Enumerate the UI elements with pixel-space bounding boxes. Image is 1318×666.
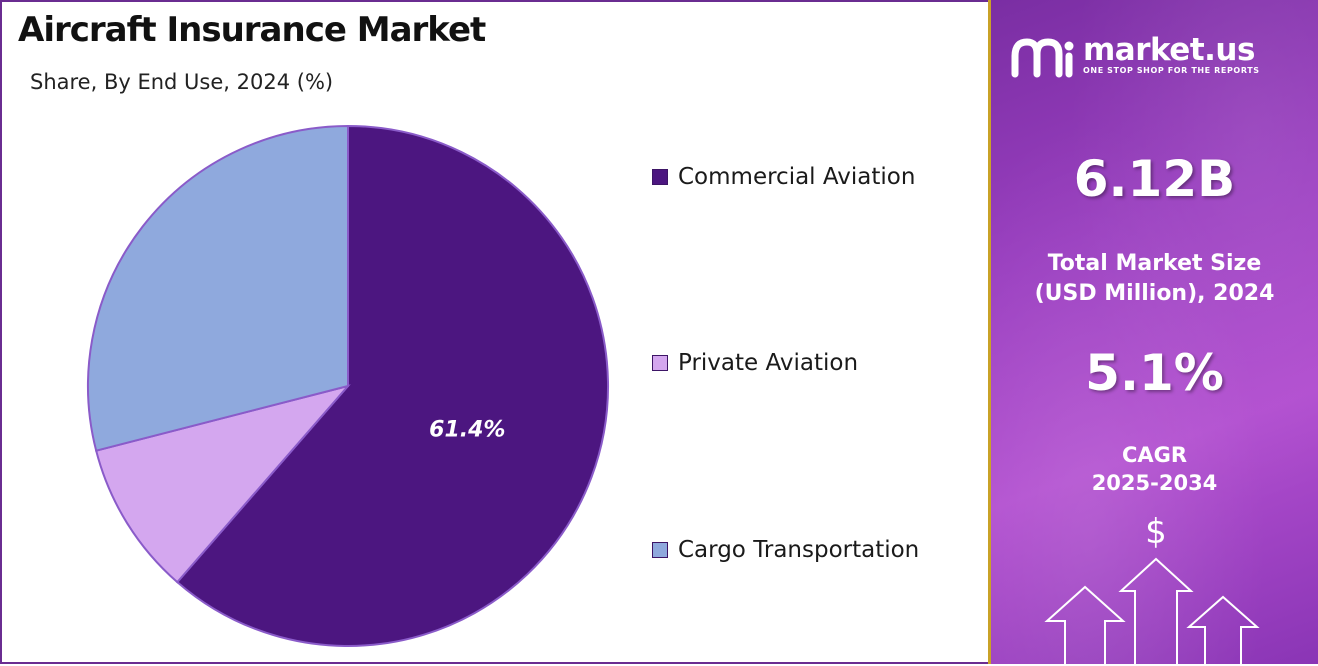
pie-chart: 61.4% [87, 124, 609, 647]
brand-tagline: ONE STOP SHOP FOR THE REPORTS [1083, 66, 1260, 75]
pie-data-label: 61.4% [429, 418, 505, 443]
brand-logo[interactable]: market.us ONE STOP SHOP FOR THE REPORTS [1011, 34, 1260, 78]
legend-swatch [652, 542, 668, 558]
cagr-value: 5.1% [1085, 344, 1224, 402]
pie-slice-cargo-transportation [87, 124, 349, 452]
stats-panel: market.us ONE STOP SHOP FOR THE REPORTS … [988, 0, 1318, 664]
chart-subtitle: Share, By End Use, 2024 (%) [30, 70, 334, 94]
background-photo-overlay [991, 0, 1318, 664]
legend-swatch [652, 355, 668, 371]
dollar-icon: $ [1145, 512, 1167, 552]
legend-swatch [652, 169, 668, 185]
legend-item-private-aviation: Private Aviation [652, 350, 858, 376]
chart-title: Aircraft Insurance Market [18, 10, 486, 50]
legend-label: Commercial Aviation [678, 164, 916, 190]
cagr-label-line2: 2025-2034 [1091, 471, 1218, 495]
legend-item-commercial-aviation: Commercial Aviation [652, 164, 915, 190]
pie-slice-commercial-aviation [175, 124, 609, 647]
brand-name: market.us [1083, 32, 1255, 68]
legend-label: Cargo Transportation [678, 537, 920, 563]
legend-item-cargo-transportation: Cargo Transportation [652, 537, 919, 563]
market-us-logo-icon [1011, 38, 1074, 78]
legend-label: Private Aviation [678, 350, 859, 376]
chart-panel: Aircraft Insurance Market Share, By End … [0, 0, 988, 664]
growth-arrows-icon [1044, 557, 1260, 664]
market-size-value: 6.12B [1073, 150, 1236, 208]
market-size-label-line2: (USD Million), 2024 [1034, 281, 1275, 306]
cagr-label-line1: CAGR [1121, 443, 1188, 467]
market-size-label-line1: Total Market Size [1047, 251, 1262, 276]
